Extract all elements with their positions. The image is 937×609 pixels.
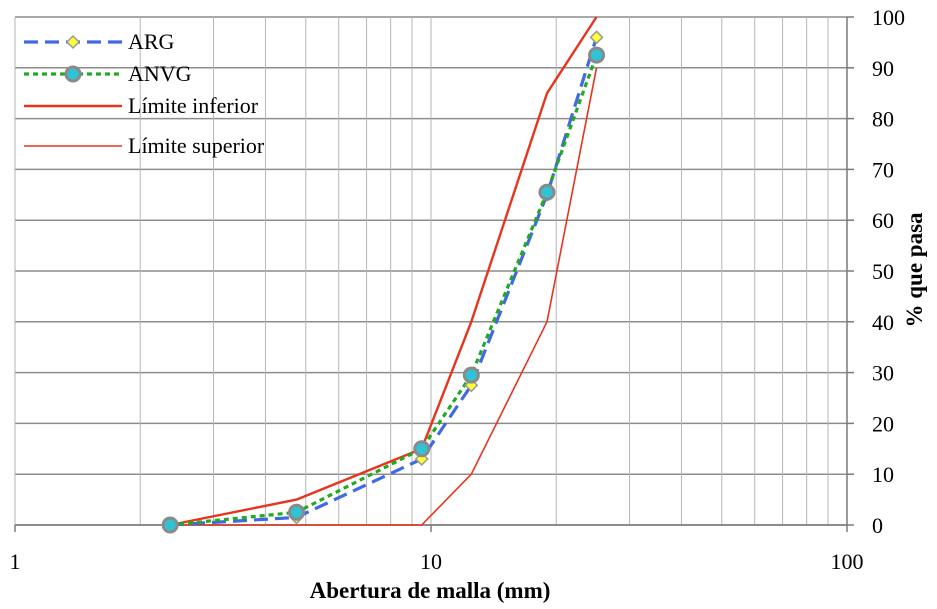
legend-label-1: ANVG bbox=[128, 61, 192, 86]
data-point-0 bbox=[589, 30, 604, 45]
y-tick-label: 30 bbox=[872, 361, 894, 386]
data-point-1 bbox=[413, 440, 431, 458]
axes bbox=[14, 16, 854, 532]
x-tick-label: 1 bbox=[10, 549, 21, 574]
x-tick-label: 10 bbox=[420, 549, 442, 574]
y-tick-label: 10 bbox=[872, 462, 894, 487]
y-tick-label: 50 bbox=[872, 259, 894, 284]
legend: ARG ANVG Límite inferior Límite superior bbox=[24, 29, 265, 158]
y-tick-label: 0 bbox=[872, 513, 883, 538]
y-tick-label: 70 bbox=[872, 157, 894, 182]
legend-label-2: Límite inferior bbox=[128, 93, 259, 118]
y-tick-label: 100 bbox=[872, 5, 905, 30]
x-tick-label: 100 bbox=[831, 549, 864, 574]
y-tick-label: 80 bbox=[872, 107, 894, 132]
data-point-1 bbox=[538, 183, 556, 201]
x-axis-title: Abertura de malla (mm) bbox=[310, 578, 551, 603]
legend-label-3: Límite superior bbox=[128, 133, 265, 158]
grid-lines bbox=[14, 16, 848, 526]
data-point-1 bbox=[288, 503, 306, 521]
y-tick-label: 60 bbox=[872, 208, 894, 233]
series-line-0 bbox=[170, 36, 599, 527]
series-line-2 bbox=[169, 16, 598, 527]
legend-marker-1 bbox=[64, 65, 82, 83]
y-tick-label: 40 bbox=[872, 310, 894, 335]
legend-label-0: ARG bbox=[128, 29, 175, 54]
series-line-1 bbox=[169, 54, 599, 527]
series-line-3 bbox=[170, 67, 598, 526]
legend-marker-0 bbox=[65, 34, 81, 50]
y-tick-label: 20 bbox=[872, 411, 894, 436]
y-axis-title: % que pasa bbox=[902, 212, 927, 328]
data-point-1 bbox=[462, 366, 480, 384]
data-point-1 bbox=[161, 516, 179, 534]
y-tick-label: 90 bbox=[872, 56, 894, 81]
data-series bbox=[161, 16, 606, 534]
data-point-1 bbox=[588, 46, 606, 64]
